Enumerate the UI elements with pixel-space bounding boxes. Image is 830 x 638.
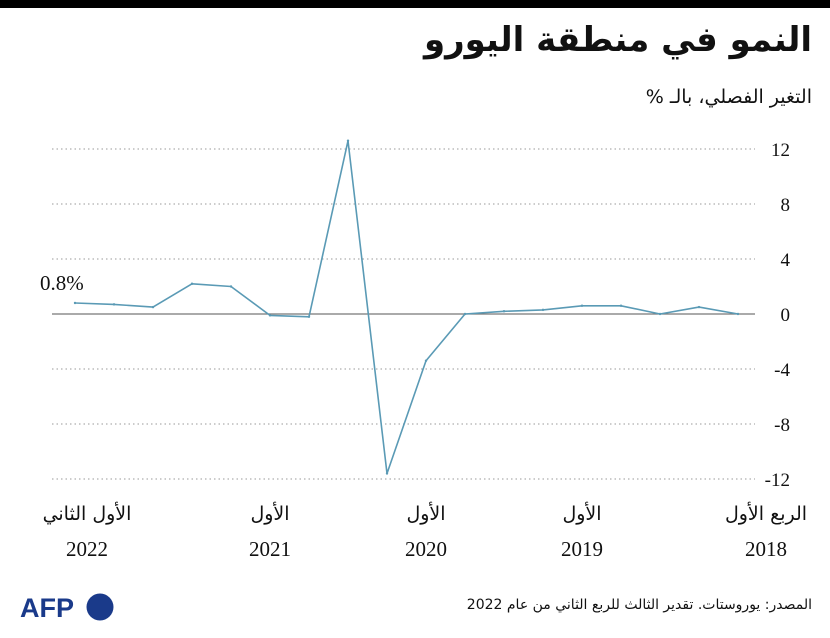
- afp-logo-circle: [86, 593, 114, 621]
- x-category-label: الأول: [250, 502, 289, 525]
- afp-logo-text: AFP: [20, 593, 74, 623]
- data-point: [190, 282, 194, 285]
- x-axis-labels: الربع الأول 2018 الأول 2019 الأول 2020 الأول 20…: [43, 502, 807, 561]
- y-tick-label: 12: [771, 140, 790, 161]
- x-year-label: 2022: [66, 537, 108, 561]
- data-point: [463, 312, 467, 316]
- data-point: [619, 304, 623, 307]
- x-year-label: 2021: [249, 537, 291, 561]
- x-year-label: 2019: [561, 537, 603, 561]
- data-point: [580, 304, 584, 307]
- x-year-label: 2020: [405, 537, 447, 561]
- y-tick-label: 4: [781, 250, 791, 271]
- data-point: [658, 312, 662, 316]
- y-tick-label: -8: [774, 415, 790, 436]
- y-tick-label: 8: [781, 195, 791, 216]
- y-tick-label: 0: [781, 305, 791, 326]
- chart-subtitle: التغير الفصلي، بالـ %: [645, 86, 812, 108]
- y-tick-label: -12: [765, 470, 790, 491]
- y-axis-ticks: 12 8 4 0 -4 -8 -12: [765, 140, 791, 491]
- data-point: [307, 315, 311, 318]
- x-category-label: الأول: [562, 502, 601, 525]
- x-category-label: الربع الأول: [725, 502, 807, 525]
- data-point: [541, 308, 545, 312]
- data-point: [229, 285, 233, 288]
- data-point: [346, 139, 350, 142]
- data-point: [697, 305, 701, 309]
- data-point: [73, 301, 77, 305]
- x-category-label: الأول: [406, 502, 445, 525]
- grid-lines: [52, 148, 755, 480]
- afp-logo: AFP: [20, 593, 114, 623]
- plot-area: 0.8%: [40, 139, 740, 475]
- chart-title: النمو في منطقة اليورو: [423, 20, 812, 60]
- series-line: [74, 140, 739, 475]
- data-point: [424, 359, 428, 362]
- data-point: [736, 312, 740, 316]
- data-point: [268, 314, 272, 317]
- x-year-label: 2018: [745, 537, 787, 561]
- y-tick-label: -4: [774, 360, 790, 381]
- source-note: المصدر: يوروستات. تقدير الثالث للربع الث…: [466, 597, 812, 613]
- data-point: [385, 472, 389, 475]
- data-point: [502, 310, 506, 313]
- data-point: [112, 303, 116, 306]
- top-bar: [0, 0, 830, 8]
- data-point: [151, 305, 155, 309]
- x-category-label: الأول الثاني: [43, 502, 132, 525]
- value-annotation: 0.8%: [40, 271, 84, 295]
